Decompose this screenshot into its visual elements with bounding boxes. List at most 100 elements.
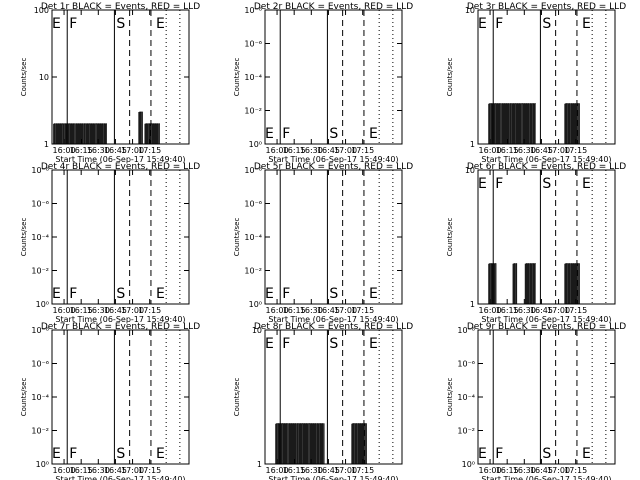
x-tick-label: 16:30 bbox=[300, 146, 323, 155]
x-tick-label: 16:45 bbox=[530, 146, 553, 155]
x-axis-title: Start Time (06-Sep-17 15:49:40) bbox=[55, 155, 185, 164]
event-trace bbox=[53, 123, 107, 145]
y-axis-title: Counts/sec bbox=[446, 218, 454, 257]
y-tick-label: 10⁰ bbox=[249, 300, 262, 309]
event-trace bbox=[564, 103, 580, 145]
x-tick-label: 17:00 bbox=[334, 306, 357, 315]
time-marker-s: S bbox=[329, 286, 338, 302]
time-marker-e: E bbox=[156, 16, 165, 32]
y-tick-label: 10⁻⁶ bbox=[31, 200, 49, 209]
x-tick-label: 17:15 bbox=[138, 466, 161, 475]
y-tick-label: 1 bbox=[470, 300, 475, 309]
x-tick-label: 16:00 bbox=[53, 306, 76, 315]
x-tick-label: 16:15 bbox=[283, 306, 306, 315]
plot-frame bbox=[51, 169, 190, 305]
x-tick-label: 16:15 bbox=[283, 466, 306, 475]
y-tick-label: 10⁻² bbox=[244, 107, 262, 116]
panel-title: Det 3r BLACK = Events, RED = LLD bbox=[467, 2, 626, 12]
x-axis-title: Start Time (06-Sep-17 15:49:40) bbox=[481, 475, 611, 480]
panel-title: Det 5r BLACK = Events, RED = LLD bbox=[254, 162, 413, 172]
y-tick-label: 10⁻⁸ bbox=[244, 166, 262, 175]
y-tick-label: 10⁻⁶ bbox=[244, 40, 262, 49]
y-axis-title: Counts/sec bbox=[20, 218, 28, 257]
x-tick-label: 17:15 bbox=[351, 146, 374, 155]
event-trace bbox=[524, 263, 536, 305]
x-tick-label: 17:00 bbox=[334, 146, 357, 155]
x-tick-label: 17:15 bbox=[351, 466, 374, 475]
y-tick-label: 10⁻⁴ bbox=[244, 233, 262, 242]
time-marker-f: F bbox=[495, 446, 503, 462]
time-marker-e: E bbox=[582, 176, 591, 192]
x-tick-label: 17:00 bbox=[334, 466, 357, 475]
x-tick-label: 16:45 bbox=[317, 466, 340, 475]
time-marker-f: F bbox=[69, 16, 77, 32]
plot-frame bbox=[477, 329, 616, 465]
time-marker-e: E bbox=[369, 126, 378, 142]
x-axis-title: Start Time (06-Sep-17 15:49:40) bbox=[481, 315, 611, 324]
x-tick-label: 16:30 bbox=[87, 306, 110, 315]
y-axis-title: Counts/sec bbox=[446, 58, 454, 97]
x-tick-label: 16:00 bbox=[266, 306, 289, 315]
panel-title: Det 8r BLACK = Events, RED = LLD bbox=[254, 322, 413, 332]
y-tick-label: 10⁰ bbox=[249, 140, 262, 149]
x-tick-label: 17:00 bbox=[121, 306, 144, 315]
panel-title: Det 2r BLACK = Events, RED = LLD bbox=[254, 2, 413, 12]
y-tick-label: 10⁰ bbox=[36, 300, 49, 309]
x-tick-label: 16:45 bbox=[530, 306, 553, 315]
y-tick-label: 10⁻⁶ bbox=[457, 360, 475, 369]
panel-title: Det 1r BLACK = Events, RED = LLD bbox=[41, 2, 200, 12]
event-trace bbox=[138, 111, 144, 145]
time-marker-f: F bbox=[495, 16, 503, 32]
time-marker-e: E bbox=[369, 336, 378, 352]
x-tick-label: 16:30 bbox=[300, 306, 323, 315]
y-tick-label: 10⁻⁴ bbox=[457, 393, 475, 402]
x-tick-label: 16:15 bbox=[496, 146, 519, 155]
y-axis-title: Counts/sec bbox=[20, 58, 28, 97]
y-axis-title: Counts/sec bbox=[233, 218, 241, 257]
x-tick-label: 17:00 bbox=[121, 466, 144, 475]
x-tick-label: 17:15 bbox=[564, 306, 587, 315]
detector-panel-9: Det 9r BLACK = Events, RED = LLD 10⁰ 10⁻² 1… bbox=[446, 322, 626, 480]
panel-title: Det 7r BLACK = Events, RED = LLD bbox=[41, 322, 200, 332]
y-tick-label: 10⁻⁶ bbox=[31, 360, 49, 369]
x-tick-label: 16:15 bbox=[70, 466, 93, 475]
time-marker-f: F bbox=[282, 126, 290, 142]
panel-title: Det 6r BLACK = Events, RED = LLD bbox=[467, 162, 626, 172]
time-marker-f: F bbox=[69, 446, 77, 462]
x-tick-label: 17:00 bbox=[547, 466, 570, 475]
y-tick-label: 10 bbox=[465, 6, 475, 15]
event-trace bbox=[488, 263, 497, 305]
y-tick-label: 10⁻⁸ bbox=[31, 326, 49, 335]
y-tick-label: 1 bbox=[470, 140, 475, 149]
plot-frame bbox=[477, 169, 616, 305]
x-tick-label: 16:00 bbox=[53, 466, 76, 475]
y-tick-label: 10⁰ bbox=[36, 460, 49, 469]
y-tick-label: 10⁻⁸ bbox=[244, 6, 262, 15]
detector-panel-3: Det 3r BLACK = Events, RED = LLD 1 10 Count… bbox=[446, 2, 626, 164]
event-trace bbox=[144, 123, 161, 145]
x-tick-label: 16:45 bbox=[317, 146, 340, 155]
time-marker-f: F bbox=[69, 286, 77, 302]
x-tick-label: 16:15 bbox=[70, 146, 93, 155]
x-tick-label: 16:45 bbox=[104, 146, 127, 155]
x-tick-label: 17:15 bbox=[564, 146, 587, 155]
x-tick-label: 16:00 bbox=[479, 146, 502, 155]
event-trace bbox=[351, 423, 367, 465]
time-marker-e: E bbox=[478, 16, 487, 32]
y-tick-label: 10⁻⁶ bbox=[244, 200, 262, 209]
x-tick-label: 16:45 bbox=[104, 306, 127, 315]
time-marker-s: S bbox=[116, 446, 125, 462]
time-marker-e: E bbox=[156, 286, 165, 302]
y-tick-label: 1 bbox=[257, 460, 262, 469]
x-tick-label: 16:45 bbox=[530, 466, 553, 475]
time-marker-f: F bbox=[495, 176, 503, 192]
x-tick-label: 16:00 bbox=[266, 146, 289, 155]
x-tick-label: 17:00 bbox=[547, 146, 570, 155]
time-marker-e: E bbox=[265, 126, 274, 142]
plot-frame bbox=[264, 329, 403, 465]
panel-title: Det 4r BLACK = Events, RED = LLD bbox=[41, 162, 200, 172]
event-trace bbox=[275, 423, 325, 465]
detector-panel-7: Det 7r BLACK = Events, RED = LLD 10⁰ 10⁻² 1… bbox=[20, 322, 200, 480]
y-tick-label: 10⁻⁴ bbox=[244, 73, 262, 82]
